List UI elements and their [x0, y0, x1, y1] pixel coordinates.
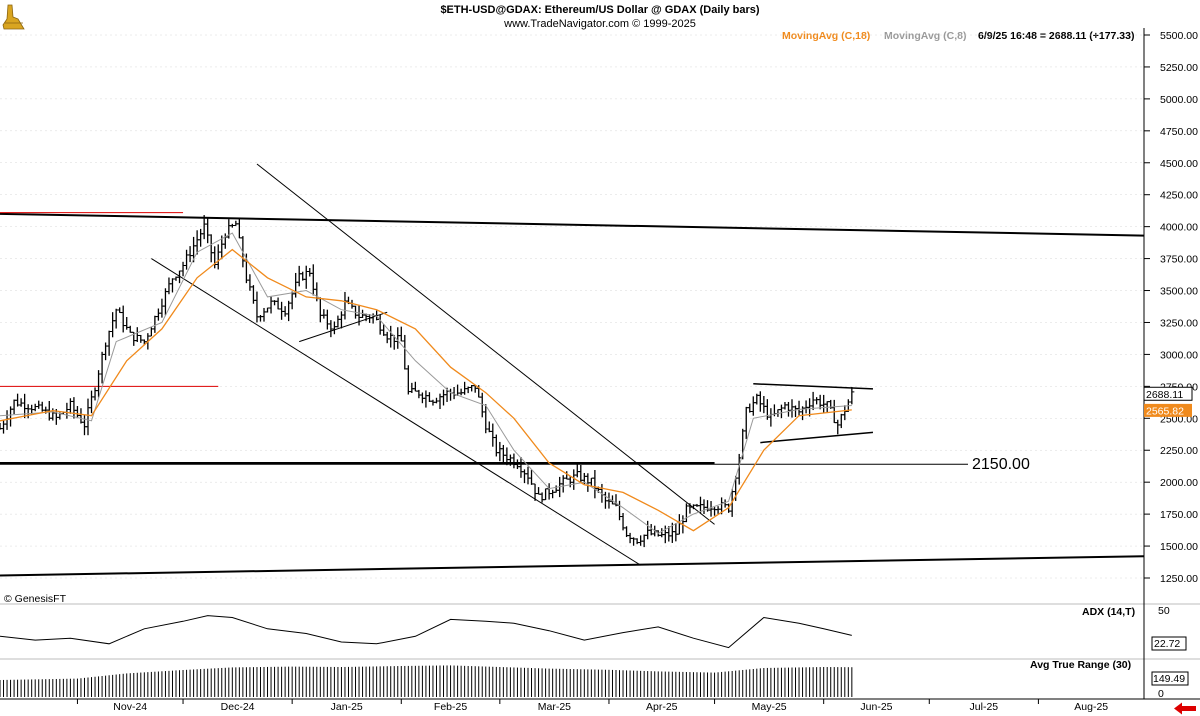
x-tick-label: Dec-24: [221, 701, 255, 713]
x-tick-label: Jan-25: [331, 701, 363, 713]
trade-navigator-logo: [2, 4, 25, 30]
x-tick-label: Aug-25: [1074, 701, 1108, 713]
support-level-label: 2150.00: [972, 456, 1030, 473]
trendline: [151, 258, 641, 566]
trendline: [0, 555, 1145, 577]
legend-ma18: MovingAvg (C,18): [782, 30, 870, 42]
y-tick-label: 5000.00: [1160, 94, 1198, 106]
adx-tick-50: 50: [1158, 605, 1170, 617]
date-axis: Nov-24 Dec-24 Jan-25 Feb-25 Mar-25 Apr-25 May-…: [76, 699, 1108, 713]
trendlines: [0, 163, 1145, 577]
ma8-line: [0, 232, 852, 534]
trendline: [760, 431, 874, 444]
price-axis: 5500.00 5250.00 5000.00 4750.00 4500.00 4250.…: [1144, 30, 1198, 585]
last-price-label: 2688.11: [1146, 389, 1183, 401]
chart-subtitle: www.TradeNavigator.com © 1999-2025: [503, 18, 696, 30]
atr-last-marker: 149.49: [1151, 671, 1189, 686]
y-tick-label: 1750.00: [1160, 509, 1198, 521]
chart-title: $ETH-USD@GDAX: Ethereum/US Dollar @ GDAX…: [440, 4, 759, 16]
y-tick-label: 2000.00: [1160, 477, 1198, 489]
last-ma18-marker: 2565.82: [1144, 403, 1192, 417]
adx-last-marker: 22.72: [1151, 636, 1187, 651]
y-tick-label: 4000.00: [1160, 222, 1198, 234]
atr-title: Avg True Range (30): [1030, 659, 1131, 671]
x-tick-label: Mar-25: [538, 701, 571, 713]
price-bars: [0, 215, 855, 548]
last-ma18-label: 2565.82: [1146, 405, 1184, 417]
trendline: [753, 383, 873, 390]
y-tick-label: 5250.00: [1160, 62, 1198, 74]
atr-bars: [0, 665, 853, 697]
y-tick-label: 5500.00: [1160, 30, 1198, 42]
x-tick-label: Jun-25: [860, 701, 892, 713]
price-readout: 6/9/25 16:48 = 2688.11 (+177.33): [978, 30, 1134, 42]
x-tick-label: Apr-25: [646, 701, 678, 713]
adx-last-label: 22.72: [1154, 638, 1180, 650]
trendline: [0, 212, 1145, 237]
adx-line: [0, 615, 852, 649]
watermark: © GenesisFT: [4, 593, 67, 605]
y-tick-label: 2250.00: [1160, 445, 1198, 457]
legend-ma8: MovingAvg (C,8): [884, 30, 966, 42]
x-tick-label: May-25: [752, 701, 787, 713]
atr-last-label: 149.49: [1153, 673, 1185, 685]
y-tick-label: 3000.00: [1160, 349, 1198, 361]
y-tick-label: 4250.00: [1160, 190, 1198, 202]
y-tick-label: 4750.00: [1160, 126, 1198, 138]
x-tick-label: Nov-24: [113, 701, 147, 713]
trendline: [256, 163, 715, 525]
y-tick-label: 3500.00: [1160, 286, 1198, 298]
last-price-marker: 2688.11: [1143, 386, 1193, 401]
scroll-right-arrow-icon[interactable]: [1172, 702, 1198, 715]
x-tick-label: Feb-25: [434, 701, 467, 713]
panel-frames: [0, 28, 1200, 700]
adx-title: ADX (14,T): [1082, 606, 1135, 618]
ma18-line: [0, 248, 852, 532]
price-gridlines: [0, 34, 1144, 579]
atr-tick-0: 0: [1158, 688, 1164, 700]
y-tick-label: 1250.00: [1160, 573, 1198, 585]
y-tick-label: 3250.00: [1160, 317, 1198, 329]
y-tick-label: 4500.00: [1160, 158, 1198, 170]
x-tick-label: Jul-25: [970, 701, 999, 713]
y-tick-label: 1500.00: [1160, 541, 1198, 553]
y-tick-label: 3750.00: [1160, 254, 1198, 266]
